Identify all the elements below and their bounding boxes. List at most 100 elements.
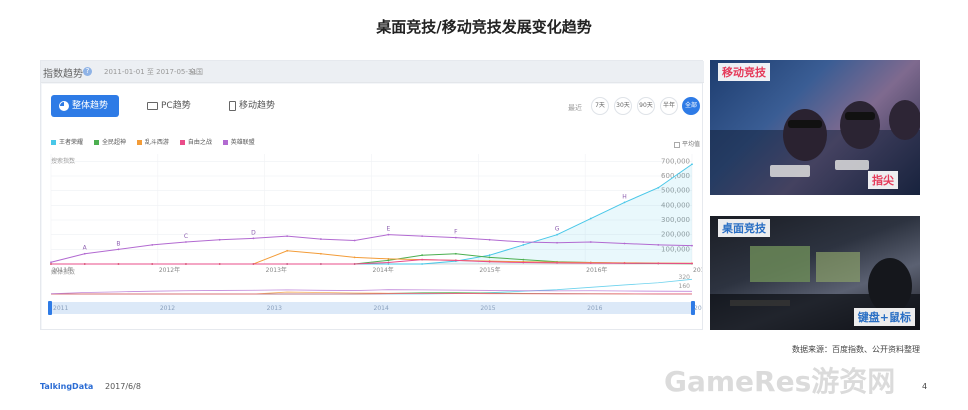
date-range: 2011-01-01 至 2017-05-31 <box>104 68 197 76</box>
legend-item[interactable]: 全民超神 <box>93 137 126 146</box>
x-tick-label: 2014年 <box>373 266 394 274</box>
data-point <box>185 241 187 243</box>
data-point <box>488 254 491 257</box>
time-button-half-year[interactable]: 半年 <box>660 97 678 115</box>
series-area <box>51 164 692 264</box>
desktop-esports-caption: 桌面竞技 <box>718 219 770 237</box>
time-button-30d[interactable]: 30天 <box>614 97 632 115</box>
data-point <box>657 262 660 265</box>
time-button-90d[interactable]: 90天 <box>637 97 655 115</box>
tab-overall-trend[interactable]: 整体趋势 <box>51 95 119 117</box>
annotation-label: E <box>386 226 390 233</box>
data-point <box>488 238 491 241</box>
data-point <box>151 244 154 246</box>
search-index-chart: 100,000200,000300,000400,000500,000600,0… <box>48 154 702 315</box>
legend-item[interactable]: 乱斗西游 <box>136 137 169 146</box>
x-tick-label: 2017年 <box>693 266 702 274</box>
data-point <box>556 233 558 236</box>
data-point <box>185 263 187 265</box>
panel-title: 指数趋势 <box>43 69 83 80</box>
time-range-label: 最近 <box>568 104 582 112</box>
x-tick-label: 2016年 <box>586 266 607 274</box>
phone-icon <box>229 100 236 111</box>
data-point <box>252 237 255 240</box>
data-point <box>353 239 356 242</box>
navigator-label: 2016 <box>587 305 602 312</box>
data-point <box>353 263 356 265</box>
data-point <box>522 241 525 243</box>
time-button-all[interactable]: 全部 <box>682 97 700 115</box>
series-line <box>50 234 693 263</box>
data-point <box>421 263 424 265</box>
data-point <box>83 252 86 255</box>
data-point <box>387 257 390 260</box>
panel-body: 整体趋势 PC趋势 移动趋势 最近 7天 30天 90天 半年 全部 王者荣耀 … <box>42 84 702 329</box>
annotation-label: D <box>251 229 256 236</box>
navigator-label: 2013 <box>267 305 282 312</box>
y-tick-label: 200,000 <box>661 231 690 239</box>
navigator-label: 2017 <box>694 305 702 312</box>
data-point <box>117 263 120 265</box>
y-tick-label: 700,000 <box>661 157 690 165</box>
mobile-esports-photo: 移动竞技 指尖 <box>710 60 920 195</box>
x-tick-label: 2013年 <box>266 266 287 274</box>
data-point <box>691 244 693 247</box>
navigator-label: 2015 <box>480 305 495 312</box>
tab-pc-trend[interactable]: PC趋势 <box>147 95 191 117</box>
data-point <box>286 249 289 252</box>
legend-item[interactable]: 英雄联盟 <box>222 137 255 146</box>
data-point <box>387 263 390 265</box>
range-navigator <box>51 302 692 314</box>
series-line <box>51 259 693 265</box>
data-point <box>421 235 424 238</box>
data-point <box>556 261 558 264</box>
question-icon[interactable]: ? <box>83 67 92 76</box>
region-label: 全国 <box>189 68 203 76</box>
brand-logo: TalkingData <box>40 382 94 391</box>
data-point <box>252 263 255 265</box>
legend-item[interactable]: 王者荣耀 <box>51 137 83 146</box>
data-point <box>556 241 558 244</box>
data-point <box>387 259 390 262</box>
data-point <box>319 238 322 240</box>
data-point <box>589 262 592 265</box>
data-point <box>218 238 221 241</box>
data-point <box>286 263 289 265</box>
lower-series-line <box>51 292 693 295</box>
data-source: 数据来源：百度指数、公开资料整理 <box>792 345 920 354</box>
annotation-label: G <box>555 226 560 233</box>
data-point <box>387 261 390 264</box>
legend-item[interactable]: 自由之战 <box>179 137 212 146</box>
y-tick-label: 100,000 <box>661 245 690 253</box>
lower-series-line <box>51 278 693 295</box>
data-point <box>454 259 457 262</box>
y-tick-label: 400,000 <box>661 201 690 209</box>
data-point <box>421 258 424 261</box>
data-point <box>83 263 86 265</box>
data-point <box>589 217 592 220</box>
annotation-label: A <box>83 245 88 252</box>
data-point <box>50 261 52 264</box>
data-point <box>691 163 693 166</box>
tab-label: 移动趋势 <box>239 101 276 111</box>
data-point <box>522 258 525 261</box>
data-point <box>488 260 491 263</box>
tab-mobile-trend[interactable]: 移动趋势 <box>229 95 275 117</box>
data-point <box>488 256 491 259</box>
page-title: 桌面竞技/移动竞技发展变化趋势 <box>376 18 592 36</box>
annotation-label: B <box>116 240 120 247</box>
lower-y-tick-label: 320 <box>679 274 691 281</box>
data-point <box>319 263 322 265</box>
data-point <box>454 236 457 239</box>
data-point <box>50 263 52 265</box>
data-point <box>589 241 592 243</box>
annotation-label: C <box>184 233 188 240</box>
tab-label: 整体趋势 <box>72 101 109 111</box>
average-toggle[interactable]: 平均值 <box>674 139 700 148</box>
time-button-7d[interactable]: 7天 <box>591 97 609 115</box>
navigator-label: 2011 <box>53 305 68 312</box>
data-point <box>657 244 660 246</box>
checkbox-icon <box>674 141 680 148</box>
finger-caption: 指尖 <box>868 171 898 189</box>
data-point <box>454 252 457 255</box>
